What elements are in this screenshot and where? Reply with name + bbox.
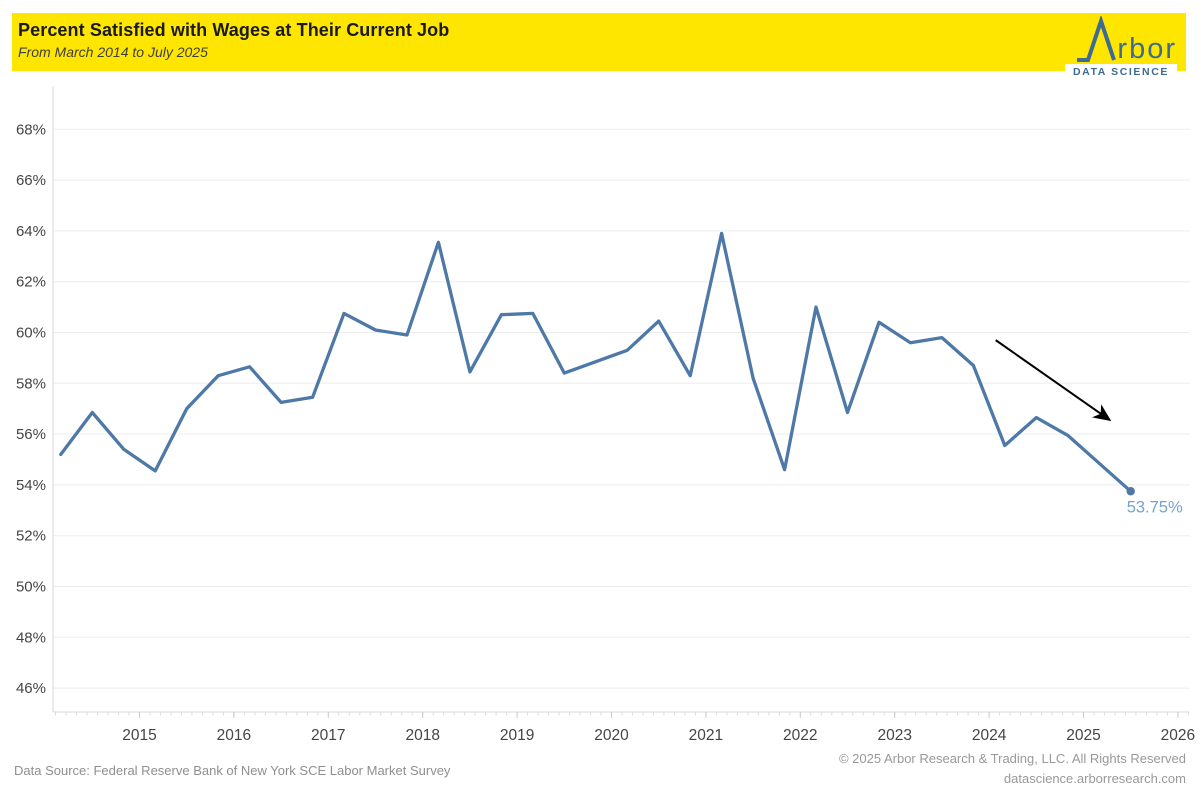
x-axis-year-label: 2023	[877, 727, 911, 744]
logo-tagline: DATA SCIENCE	[1065, 64, 1177, 79]
arbor-logo: rbor DATA SCIENCE	[1051, 16, 1177, 79]
x-axis-year-label: 2026	[1161, 727, 1195, 744]
trend-arrow	[995, 339, 1112, 422]
logo-wordmark: rbor	[1117, 33, 1177, 66]
y-axis-label: 62%	[16, 274, 46, 291]
footer-source: Data Source: Federal Reserve Bank of New…	[14, 763, 451, 778]
footer-website: datascience.arborresearch.com	[1003, 771, 1186, 787]
y-axis-label: 68%	[16, 121, 46, 138]
x-axis-year-label: 2020	[594, 727, 629, 744]
x-axis-year-label: 2024	[972, 727, 1007, 744]
y-axis-label: 52%	[16, 528, 46, 545]
x-axis-year-label: 2022	[783, 727, 817, 744]
y-axis-label: 60%	[16, 325, 46, 342]
end-value-label: 53.75%	[1127, 498, 1183, 516]
footer-copyright: © 2025 Arbor Research & Trading, LLC. Al…	[838, 751, 1186, 766]
header-banner: Percent Satisfied with Wages at Their Cu…	[12, 13, 1186, 79]
x-axis-year-label: 2015	[122, 727, 156, 744]
y-axis-label: 66%	[16, 172, 46, 189]
chart-subtitle: From March 2014 to July 2025	[18, 43, 208, 60]
y-axis-label: 58%	[16, 375, 46, 392]
x-axis-year-label: 2018	[405, 727, 439, 744]
chart-title: Percent Satisfied with Wages at Their Cu…	[18, 20, 450, 40]
x-axis-year-label: 2019	[500, 727, 534, 744]
y-axis-label: 56%	[16, 426, 46, 443]
y-axis-label: 46%	[16, 680, 46, 697]
x-axis-year-label: 2017	[311, 727, 345, 744]
wage-satisfaction-line	[59, 231, 1133, 493]
footer-right: © 2025 Arbor Research & Trading, LLC. Al…	[839, 749, 1186, 789]
y-axis-label: 50%	[16, 579, 46, 596]
logo-peak-icon	[1077, 16, 1117, 62]
x-axis-year-label: 2016	[217, 727, 251, 744]
y-axis-label: 64%	[16, 223, 46, 240]
y-axis-label: 48%	[16, 629, 46, 646]
x-axis-year-label: 2025	[1066, 727, 1100, 744]
end-point-dot	[1126, 487, 1135, 496]
x-axis-year-label: 2021	[689, 727, 723, 744]
y-axis-label: 54%	[16, 477, 46, 494]
